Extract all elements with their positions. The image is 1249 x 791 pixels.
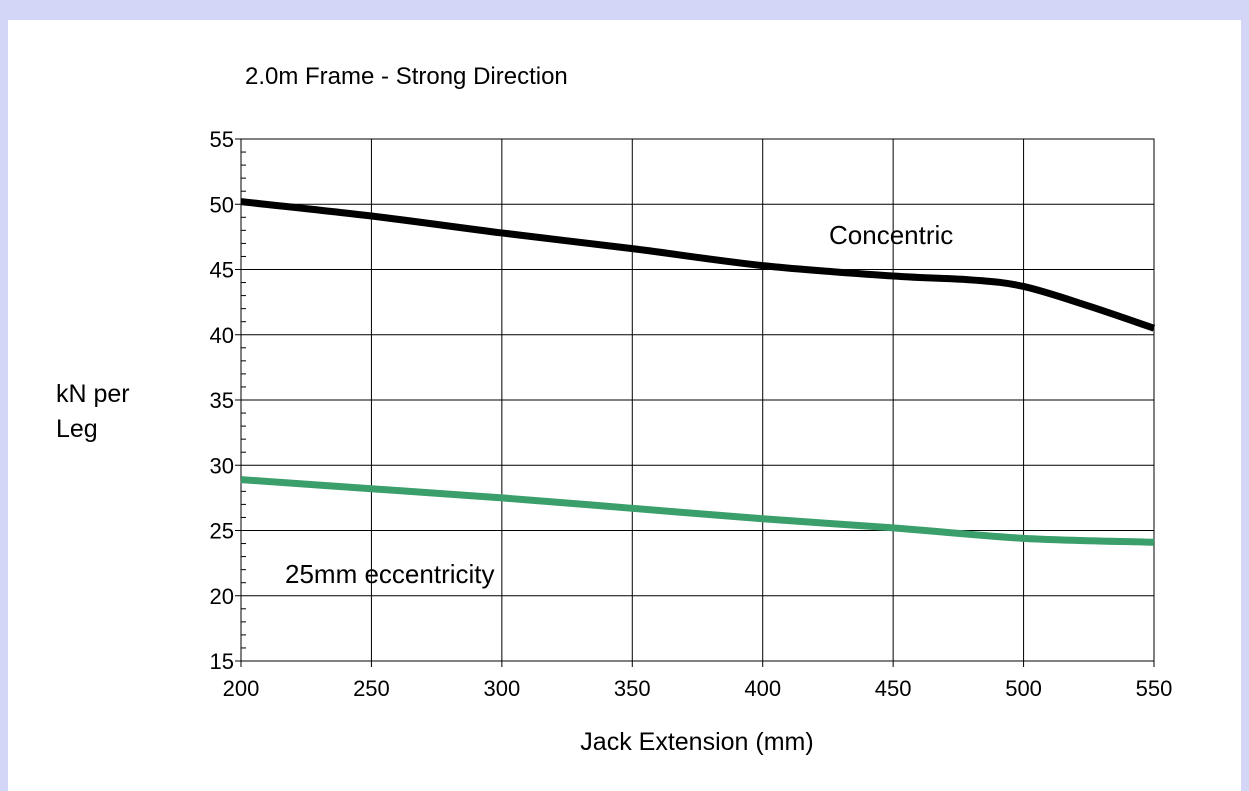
y-tick-label: 55 bbox=[210, 127, 234, 152]
series-label-eccentricity: 25mm eccentricity bbox=[285, 559, 495, 589]
x-tick-label: 200 bbox=[223, 676, 260, 701]
y-tick-label: 40 bbox=[210, 323, 234, 348]
x-tick-label: 300 bbox=[483, 676, 520, 701]
y-axis-title-line-2: Leg bbox=[56, 415, 98, 443]
chart-panel: 200 250 300 350 400 450 500 550 15 20 25 30 35 40 45 50… bbox=[8, 20, 1241, 791]
tick-labels: 200 250 300 350 400 450 500 550 15 20 25 30 35 40 45 50… bbox=[210, 127, 1173, 701]
x-tick-label: 550 bbox=[1136, 676, 1173, 701]
y-minor-ticks bbox=[241, 151, 246, 649]
y-tick-label: 15 bbox=[210, 649, 234, 674]
y-tick-label: 50 bbox=[210, 192, 234, 217]
y-axis-title-line-1: kN per bbox=[56, 380, 130, 408]
y-tick-label: 20 bbox=[210, 584, 234, 609]
y-tick-label: 30 bbox=[210, 453, 234, 478]
y-tick-label: 45 bbox=[210, 258, 234, 283]
x-tick-label: 500 bbox=[1005, 676, 1042, 701]
series-label-concentric: Concentric bbox=[829, 220, 953, 250]
y-tick-label: 25 bbox=[210, 519, 234, 544]
series-lines bbox=[240, 198, 1156, 546]
series-line-concentric bbox=[240, 198, 1156, 332]
x-tick-label: 250 bbox=[353, 676, 390, 701]
x-tick-label: 350 bbox=[614, 676, 651, 701]
series-line-eccentricity bbox=[240, 476, 1155, 546]
x-tick-label: 450 bbox=[875, 676, 912, 701]
x-axis-title: Jack Extension (mm) bbox=[580, 728, 813, 756]
chart-title: 2.0m Frame - Strong Direction bbox=[245, 63, 568, 90]
line-chart: 200 250 300 350 400 450 500 550 15 20 25 30 35 40 45 50… bbox=[56, 63, 1173, 756]
x-tick-label: 400 bbox=[744, 676, 781, 701]
y-tick-label: 35 bbox=[210, 388, 234, 413]
grid-lines bbox=[235, 138, 1155, 667]
